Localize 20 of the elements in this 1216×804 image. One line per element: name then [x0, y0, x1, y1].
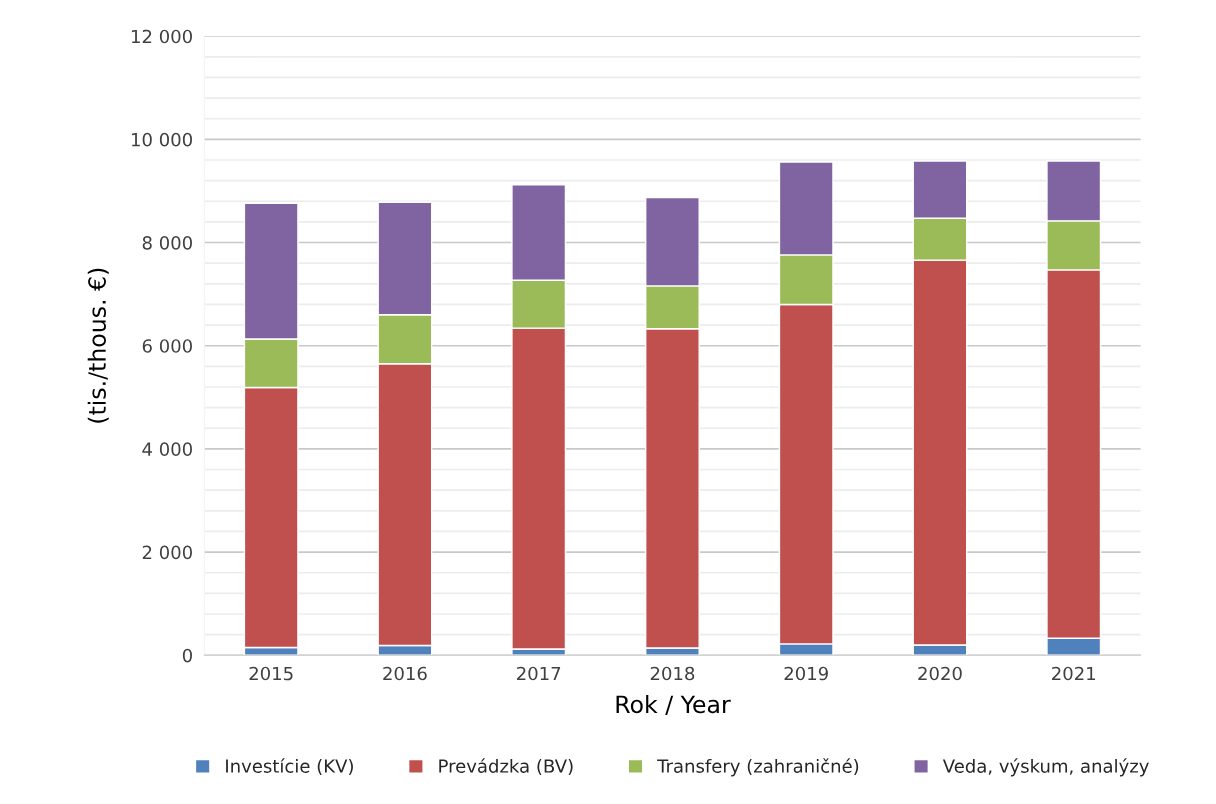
x-axis-title: Rok / Year — [616, 694, 731, 716]
x-tick-label: 2015 — [249, 666, 293, 681]
legend-label: Prevádzka (BV) — [439, 758, 573, 775]
x-tick-label: 2019 — [784, 666, 828, 681]
y-tick-label: 8 000 — [142, 236, 192, 250]
legend-label: Transfery (zahraničné) — [657, 758, 859, 777]
x-tick-label: 2018 — [650, 666, 695, 681]
y-tick-label: 12 000 — [131, 29, 192, 44]
x-tick-label: 2020 — [918, 666, 962, 681]
x-tick-label: 2017 — [517, 666, 561, 681]
y-tick-label: 0 — [182, 648, 192, 663]
legend-label: Investície (KV) — [226, 758, 353, 775]
y-tick-label: 10 000 — [131, 132, 192, 147]
y-tick-label: 4 000 — [142, 442, 192, 457]
legend-label: Veda, výskum, analýzy — [942, 758, 1149, 777]
x-tick-label: 2021 — [1052, 666, 1096, 681]
x-tick-label: 2016 — [383, 666, 427, 681]
y-axis-title: (tis./thous. €) — [87, 268, 109, 423]
y-tick-label: 6 000 — [142, 339, 192, 353]
y-tick-label: 2 000 — [142, 545, 192, 560]
